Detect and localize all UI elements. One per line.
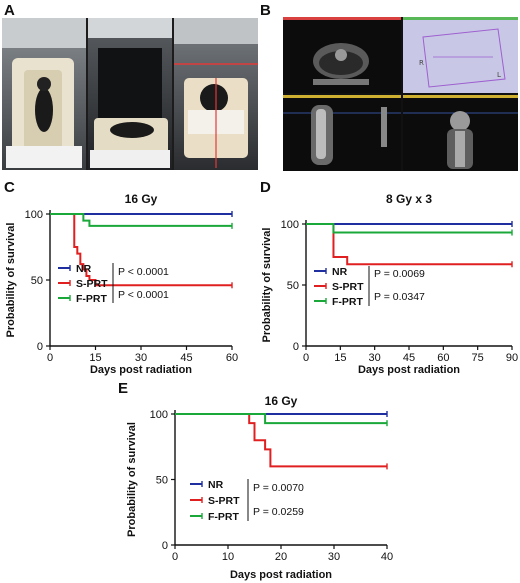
y-tick-label: 50 (31, 275, 43, 287)
legend-label: S-PRT (208, 495, 240, 507)
x-tick-label: 30 (369, 352, 381, 364)
x-axis-label: Days post radiation (90, 364, 192, 376)
legend-label: NR (332, 266, 348, 278)
series-line-f-prt (175, 413, 387, 425)
p-value-label: P = 0.0259 (253, 506, 304, 518)
y-axis-label: Probability of survival (126, 422, 138, 537)
survival-chart-c: 16 Gy 0 15 30 45 60 0 50 100 Days post radiation P… (5, 192, 238, 376)
y-tick-label: 0 (293, 341, 299, 353)
x-tick-label: 60 (226, 352, 238, 364)
p-value-label: P = 0.0070 (253, 482, 304, 494)
series-line-s-prt (306, 223, 512, 266)
panel-letter-a: A (4, 2, 15, 19)
x-axis-label: Days post radiation (358, 364, 460, 376)
x-tick-label: 45 (180, 352, 192, 364)
series-line-f-prt (50, 213, 232, 227)
panel-letter-e: E (118, 380, 128, 397)
p-value-label: P = 0.0069 (374, 268, 425, 280)
y-tick-label: 0 (37, 341, 43, 353)
p-value-label: P = 0.0347 (374, 291, 425, 303)
panel-letter-d: D (260, 179, 271, 196)
svg-text:L: L (497, 71, 501, 79)
x-tick-label: 0 (172, 551, 178, 563)
series-line-f-prt (306, 223, 512, 234)
y-tick-label: 0 (162, 540, 168, 552)
legend-label: F-PRT (208, 511, 239, 523)
y-tick-label: 100 (150, 409, 168, 421)
x-tick-label: 60 (437, 352, 449, 364)
mouse-photo-icon (2, 18, 258, 170)
x-tick-label: 30 (135, 352, 147, 364)
y-tick-label: 50 (156, 475, 168, 487)
p-value-label: P < 0.0001 (118, 289, 169, 301)
x-tick-label: 0 (47, 352, 53, 364)
chart-title: 16 Gy (265, 394, 298, 408)
y-tick-label: 100 (281, 219, 299, 231)
x-tick-label: 20 (275, 551, 287, 563)
x-tick-label: 40 (381, 551, 393, 563)
x-tick-label: 45 (403, 352, 415, 364)
x-tick-label: 30 (328, 551, 340, 563)
legend-label: F-PRT (332, 296, 363, 308)
x-tick-label: 90 (506, 352, 518, 364)
series-line-s-prt (175, 413, 387, 468)
photo-panel-a (2, 18, 258, 170)
x-tick-label: 15 (89, 352, 101, 364)
x-tick-label: 15 (334, 352, 346, 364)
x-axis-label: Days post radiation (230, 569, 332, 581)
x-tick-label: 10 (222, 551, 234, 563)
x-tick-label: 75 (472, 352, 484, 364)
y-tick-label: 50 (287, 280, 299, 292)
survival-chart-d: 8 Gy x 3 0 15 30 45 60 75 90 0 50 100 Days post rad… (261, 192, 518, 376)
legend-label: NR (208, 479, 224, 491)
chart-title: 8 Gy x 3 (386, 192, 432, 206)
y-axis-label: Probability of survival (261, 228, 273, 343)
legend-label: NR (76, 263, 92, 275)
legend-label: F-PRT (76, 293, 107, 305)
panel-letter-b: B (260, 2, 271, 19)
chart-title: 16 Gy (125, 192, 158, 206)
legend-label: S-PRT (76, 278, 108, 290)
legend-label: S-PRT (332, 281, 364, 293)
x-tick-label: 0 (303, 352, 309, 364)
p-value-label: P < 0.0001 (118, 266, 169, 278)
y-axis-label: Probability of survival (5, 223, 17, 338)
svg-text:R: R (419, 59, 424, 67)
ct-viewer-panel-b: R L (283, 17, 518, 171)
series-line-s-prt (50, 213, 232, 287)
y-tick-label: 100 (25, 209, 43, 221)
ct-scan-icon: R L (283, 17, 518, 171)
survival-chart-e: 16 Gy 0 10 20 30 40 0 50 100 Days post radiation P… (126, 394, 393, 581)
panel-letter-c: C (4, 179, 15, 196)
